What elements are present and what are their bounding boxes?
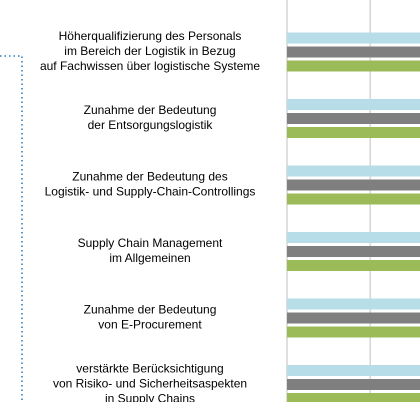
bar xyxy=(287,246,420,257)
category-label: Zunahme der Bedeutung xyxy=(84,103,217,117)
bar xyxy=(287,379,420,390)
category-label: auf Fachwissen über logistische Systeme xyxy=(40,59,260,73)
bar xyxy=(287,298,420,310)
category-label: Zunahme der Bedeutung xyxy=(84,303,217,317)
category-label: der Entsorgungslogistik xyxy=(88,118,214,132)
bar xyxy=(287,326,420,338)
category-label: Zunahme der Bedeutung des xyxy=(72,170,227,184)
category-label: in Supply Chains xyxy=(105,392,195,402)
selection-border xyxy=(0,55,23,402)
bar xyxy=(287,260,420,271)
category-label: Höherqualifizierung des Personals xyxy=(59,29,242,43)
bar xyxy=(287,99,420,110)
bar xyxy=(287,179,420,191)
bar xyxy=(287,127,420,138)
bar xyxy=(287,165,420,177)
bar xyxy=(287,60,420,72)
bar xyxy=(287,393,420,402)
category-label: von Risiko- und Sicherheitsaspekten xyxy=(53,377,247,391)
category-label: von E-Procurement xyxy=(98,318,202,332)
bars xyxy=(287,32,420,402)
bar xyxy=(287,113,420,124)
bar xyxy=(287,365,420,376)
category-label: im Bereich der Logistik in Bezug xyxy=(64,44,235,58)
category-label: verstärkte Berücksichtigung xyxy=(76,362,223,376)
bar xyxy=(287,32,420,44)
category-label: Supply Chain Management xyxy=(78,236,223,250)
bar xyxy=(287,232,420,243)
category-label: Logistik- und Supply-Chain-Controllings xyxy=(45,185,256,199)
bar xyxy=(287,193,420,205)
bar xyxy=(287,46,420,58)
bar xyxy=(287,312,420,324)
category-label: im Allgemeinen xyxy=(109,251,190,265)
